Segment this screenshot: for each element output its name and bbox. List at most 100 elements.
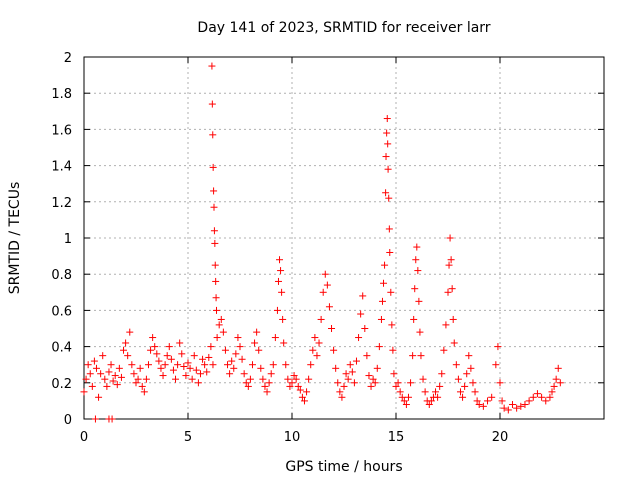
data-point <box>212 277 220 285</box>
data-point <box>373 364 381 372</box>
data-point <box>169 366 177 374</box>
data-point <box>508 401 516 409</box>
data-point <box>294 382 302 390</box>
data-point <box>389 346 397 354</box>
y-tick-label: 0.8 <box>51 268 72 283</box>
data-point <box>211 261 219 269</box>
data-point <box>205 353 213 361</box>
data-point <box>192 366 200 374</box>
data-point <box>209 361 217 369</box>
data-point <box>363 352 371 360</box>
data-point <box>209 163 217 171</box>
data-point <box>303 388 311 396</box>
data-point <box>128 361 136 369</box>
data-point <box>103 382 111 390</box>
data-point <box>255 346 263 354</box>
data-point <box>296 386 304 394</box>
data-point <box>279 315 287 323</box>
y-axis-label: SRMTID / TECUs <box>7 182 23 295</box>
data-point <box>151 343 159 351</box>
data-point <box>99 352 107 360</box>
data-point <box>498 397 506 405</box>
data-point <box>120 346 128 354</box>
data-point <box>396 388 404 396</box>
data-point <box>290 372 298 380</box>
data-point <box>95 393 103 401</box>
data-point <box>454 375 462 383</box>
data-point <box>315 339 323 347</box>
data-point <box>236 343 244 351</box>
data-point <box>492 361 500 369</box>
data-point <box>334 379 342 387</box>
data-point <box>228 357 236 365</box>
data-point <box>500 404 508 412</box>
data-point <box>117 373 125 381</box>
data-point <box>276 256 284 264</box>
data-point <box>384 165 392 173</box>
data-point <box>407 379 415 387</box>
x-tick-label: 20 <box>492 430 509 445</box>
data-point <box>210 227 218 235</box>
data-point <box>142 375 150 383</box>
data-point <box>425 401 433 409</box>
data-point <box>217 315 225 323</box>
data-point <box>238 355 246 363</box>
data-point <box>163 352 171 360</box>
data-point <box>410 315 418 323</box>
data-point <box>140 388 148 396</box>
data-point <box>161 361 169 369</box>
data-point <box>259 375 267 383</box>
data-point <box>434 393 442 401</box>
chart-title: Day 141 of 2023, SRMTID for receiver lar… <box>197 20 490 36</box>
data-point <box>413 243 421 251</box>
data-point <box>273 306 281 314</box>
data-point <box>452 361 460 369</box>
data-point <box>448 285 456 293</box>
data-point <box>419 375 427 383</box>
data-point <box>346 361 354 369</box>
data-point <box>124 352 132 360</box>
data-point <box>155 357 163 365</box>
data-point <box>552 375 560 383</box>
data-point <box>286 382 294 390</box>
data-point <box>97 370 105 378</box>
data-point <box>361 325 369 332</box>
data-point <box>213 334 221 342</box>
data-point <box>186 364 194 372</box>
data-point <box>383 115 391 123</box>
x-axis-label: GPS time / hours <box>285 459 402 475</box>
data-point <box>288 379 296 387</box>
data-point <box>444 288 452 296</box>
data-point <box>400 397 408 405</box>
data-point <box>392 382 400 390</box>
data-point <box>381 261 389 269</box>
data-point <box>479 402 487 410</box>
data-point <box>263 388 271 396</box>
x-tick-label: 15 <box>388 430 405 445</box>
data-point <box>136 364 144 372</box>
data-point <box>342 370 350 378</box>
y-tick-label: 1.8 <box>51 87 72 102</box>
data-point <box>402 401 410 409</box>
data-point <box>91 415 99 423</box>
data-point <box>525 397 533 405</box>
data-point <box>556 379 564 387</box>
data-point <box>325 303 333 311</box>
data-point <box>111 372 119 380</box>
data-point <box>484 397 492 405</box>
data-point <box>86 370 94 378</box>
x-tick-label: 5 <box>184 430 192 445</box>
data-point <box>149 334 157 342</box>
data-point <box>521 401 529 409</box>
y-tick-label: 2 <box>64 51 72 66</box>
data-point <box>82 375 90 383</box>
x-tick-label: 10 <box>284 430 301 445</box>
data-point <box>277 267 285 275</box>
data-point <box>550 382 558 390</box>
data-point <box>382 153 390 161</box>
data-point <box>319 288 327 296</box>
data-point <box>436 382 444 390</box>
data-point <box>153 350 161 358</box>
data-point <box>529 393 537 401</box>
